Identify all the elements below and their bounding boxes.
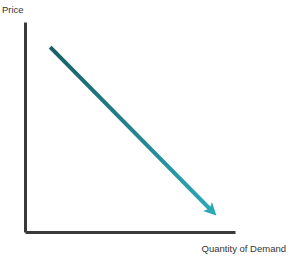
y-axis	[25, 23, 26, 233]
x-axis-title: Quantity of Demand	[202, 243, 287, 254]
chart: Price Quantity of Demand	[0, 0, 300, 262]
y-axis-title: Price	[2, 4, 24, 15]
x-axis-line	[26, 231, 236, 234]
x-axis	[26, 232, 236, 233]
demand-line	[50, 47, 212, 211]
y-axis-line	[24, 23, 27, 233]
plot-area	[50, 47, 212, 211]
